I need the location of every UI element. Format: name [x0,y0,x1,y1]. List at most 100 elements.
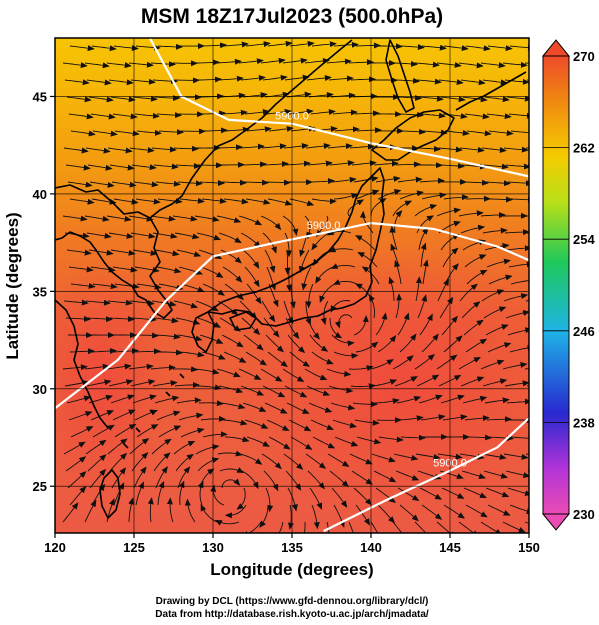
streamline [439,470,464,480]
streamline [198,400,224,407]
streamline [174,382,200,388]
streamline [440,394,465,404]
streamline [481,453,507,460]
streamline [415,145,441,152]
streamline [304,215,313,240]
streamline [422,129,448,136]
streamline [244,419,269,429]
streamline [370,359,394,370]
colorbar-tick-label: 246 [573,324,595,339]
streamline [150,215,176,222]
streamline [507,180,529,187]
streamline [443,194,469,201]
streamline [223,198,249,205]
streamline [220,402,246,410]
streamline [107,299,133,306]
streamline [243,334,264,351]
streamline [388,276,395,302]
streamline [173,440,196,455]
x-tick-label: 150 [518,540,540,555]
streamline [110,249,136,256]
streamline [202,431,228,438]
streamline [507,327,529,336]
streamline [373,470,397,483]
streamline [282,368,305,382]
streamline [483,470,509,479]
streamline [463,319,484,336]
streamline [288,419,312,432]
streamline [466,269,488,285]
streamline [197,457,220,472]
honshu-coastline [207,167,385,327]
streamline [131,164,157,171]
streamline [418,95,444,102]
streamline [241,521,262,533]
streamline [158,349,183,356]
streamline [461,301,481,319]
streamline [419,177,445,184]
streamline [223,351,247,363]
streamline [90,113,116,120]
streamline [334,126,360,133]
colorbar-tick-label: 230 [573,507,595,522]
streamline [420,112,446,119]
streamline [87,316,113,323]
streamline [460,376,485,387]
streamline [133,181,159,188]
streamline [487,342,512,353]
streamline [349,143,375,150]
streamline [505,310,529,319]
x-axis-label: Longitude (degrees) [210,560,373,579]
streamline [288,108,314,115]
streamline [414,521,433,533]
streamline [67,181,93,188]
streamline [109,164,135,171]
streamline [132,394,157,404]
streamline [134,112,160,119]
streamline [131,452,149,472]
streamline [458,210,484,217]
y-tick-label: 25 [33,479,47,494]
streamline [329,470,349,488]
streamline [355,341,379,353]
streamline [334,314,353,329]
streamline [166,497,174,523]
streamline [240,232,261,249]
streamline [240,75,266,81]
streamline [333,504,345,528]
streamline [202,283,225,296]
streamline [459,283,478,302]
streamline [396,395,422,404]
streamline [416,78,442,85]
streamline [436,207,461,217]
streamline [349,453,373,465]
streamline [263,317,280,338]
streamline [267,198,293,206]
streamline [285,470,302,491]
streamline [326,521,330,533]
streamline [417,294,428,319]
streamline [222,419,248,426]
streamline [128,215,154,222]
streamline [458,356,481,370]
streamline [443,504,465,519]
streamline [509,44,529,51]
streamline [84,363,110,370]
streamline [87,454,107,472]
streamline [420,414,446,421]
streamline [240,385,265,396]
streamline [244,109,270,115]
streamline [197,480,204,506]
streamline [488,435,514,442]
streamline [355,189,380,200]
streamline [238,368,262,380]
streamline [177,334,203,342]
streamline [86,79,112,86]
streamline [486,258,511,268]
streamline [69,198,95,205]
streamline [329,160,355,167]
streamline [283,453,304,470]
streamline [154,395,180,404]
streamline [242,249,260,269]
colorbar-ticks: 270 262 254 246 238 230 [543,49,595,522]
